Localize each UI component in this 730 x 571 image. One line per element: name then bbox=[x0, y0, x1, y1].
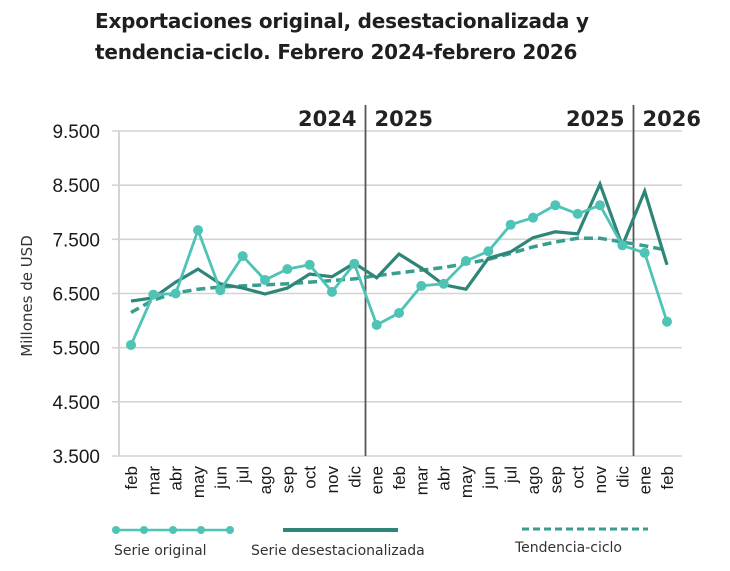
series-serie-desestacionalizada bbox=[130, 179, 669, 303]
y-tick-label: 5.500 bbox=[52, 339, 100, 360]
data-point bbox=[237, 251, 248, 262]
data-point bbox=[662, 316, 672, 327]
data-point bbox=[528, 212, 538, 223]
data-point bbox=[394, 308, 404, 318]
x-tick-label: jul bbox=[502, 466, 521, 484]
x-tick-label: oct bbox=[569, 466, 588, 489]
legend-label-trend: Tendencia-ciclo bbox=[514, 540, 622, 556]
series-line-serie-original bbox=[129, 203, 669, 346]
x-tick-label: feb bbox=[658, 466, 677, 490]
y-tick-label: 7.500 bbox=[52, 230, 100, 251]
data-point bbox=[349, 258, 360, 269]
x-tick-label: may bbox=[189, 466, 208, 499]
legend-marker bbox=[226, 526, 234, 534]
x-tick-label: feb bbox=[390, 466, 409, 490]
y-tick-label: 8.500 bbox=[52, 176, 100, 197]
chart-title: Exportaciones original, desestacionaliza… bbox=[95, 6, 715, 68]
x-tick-label: abr bbox=[435, 466, 454, 491]
y-tick-label: 4.500 bbox=[52, 393, 100, 414]
x-tick-label: jul bbox=[234, 466, 253, 484]
x-tick-label: oct bbox=[301, 466, 320, 489]
legend-marker bbox=[112, 526, 120, 534]
data-point bbox=[505, 219, 516, 230]
data-point bbox=[304, 259, 315, 270]
year-separators: 2024 2025 2025 2026 bbox=[298, 105, 701, 456]
x-tick-label: ago bbox=[524, 466, 543, 494]
legend-label-original: Serie original bbox=[114, 543, 207, 559]
legend-label-desest: Serie desestacionalizada bbox=[251, 543, 425, 559]
x-tick-label: jun bbox=[211, 466, 230, 490]
y-tick-label: 6.500 bbox=[52, 285, 100, 306]
year-label-right: 2026 bbox=[643, 107, 701, 131]
series-line-tendencia-ciclo bbox=[130, 236, 668, 315]
x-tick-label: nov bbox=[323, 466, 342, 494]
series-tendencia-ciclo bbox=[130, 236, 668, 315]
series-group bbox=[126, 179, 672, 350]
legend-marker bbox=[140, 526, 148, 534]
x-tick-label: may bbox=[457, 466, 476, 499]
legend-marker bbox=[197, 526, 205, 534]
data-point bbox=[260, 274, 270, 285]
x-tick-labels: feb mar abr may jun jul ago sep oct nov dic ene feb m… bbox=[122, 466, 677, 499]
legend: Serie original Serie desestacionalizada … bbox=[112, 526, 648, 559]
data-point bbox=[483, 246, 494, 257]
data-point bbox=[416, 280, 427, 291]
x-tick-label: mar bbox=[412, 466, 431, 496]
series-serie-original bbox=[126, 200, 672, 350]
data-point bbox=[282, 264, 293, 275]
x-tick-label: dic bbox=[613, 466, 632, 488]
data-point bbox=[170, 288, 181, 299]
y-tick-label: 3.500 bbox=[52, 447, 100, 468]
data-point bbox=[215, 285, 226, 296]
data-point bbox=[438, 278, 449, 289]
legend-marker bbox=[169, 526, 177, 534]
year-label-right: 2025 bbox=[375, 107, 433, 131]
year-label-left: 2024 bbox=[298, 107, 356, 131]
legend-item-desest: Serie desestacionalizada bbox=[251, 528, 425, 559]
x-tick-label: ago bbox=[256, 466, 275, 494]
grid-lines bbox=[112, 130, 682, 457]
year-label-left: 2025 bbox=[566, 107, 624, 131]
legend-item-original: Serie original bbox=[112, 526, 234, 559]
data-point bbox=[148, 289, 159, 300]
x-tick-label: abr bbox=[167, 466, 186, 491]
data-point bbox=[126, 339, 136, 350]
x-tick-label: sep bbox=[278, 466, 297, 493]
data-point bbox=[595, 200, 605, 211]
y-tick-label: 9.500 bbox=[52, 122, 100, 143]
x-tick-label: nov bbox=[591, 466, 610, 494]
y-tick-labels: 9.500 8.500 7.500 6.500 5.500 4.500 3.500 bbox=[52, 122, 100, 468]
data-point bbox=[193, 225, 203, 236]
chart-title-line-1: Exportaciones original, desestacionaliza… bbox=[95, 9, 589, 33]
x-tick-label: ene bbox=[368, 466, 387, 494]
x-tick-label: jun bbox=[479, 466, 498, 490]
x-tick-label: mar bbox=[144, 466, 163, 496]
data-point bbox=[639, 247, 650, 258]
x-tick-label: dic bbox=[345, 466, 364, 488]
data-point bbox=[572, 208, 583, 219]
legend-item-trend: Tendencia-ciclo bbox=[514, 527, 648, 556]
chart-title-line-2: tendencia-ciclo. Febrero 2024-febrero 20… bbox=[95, 40, 578, 64]
x-tick-label: feb bbox=[122, 466, 141, 490]
data-point bbox=[371, 319, 382, 330]
x-tick-label: ene bbox=[636, 466, 655, 494]
data-point bbox=[550, 200, 561, 211]
data-point bbox=[461, 256, 471, 266]
data-point bbox=[617, 240, 628, 251]
x-tick-label: sep bbox=[546, 466, 565, 493]
data-point bbox=[327, 286, 337, 297]
y-axis-label: Millones de USD bbox=[18, 235, 36, 357]
series-line-serie-desestacionalizada bbox=[130, 179, 669, 303]
